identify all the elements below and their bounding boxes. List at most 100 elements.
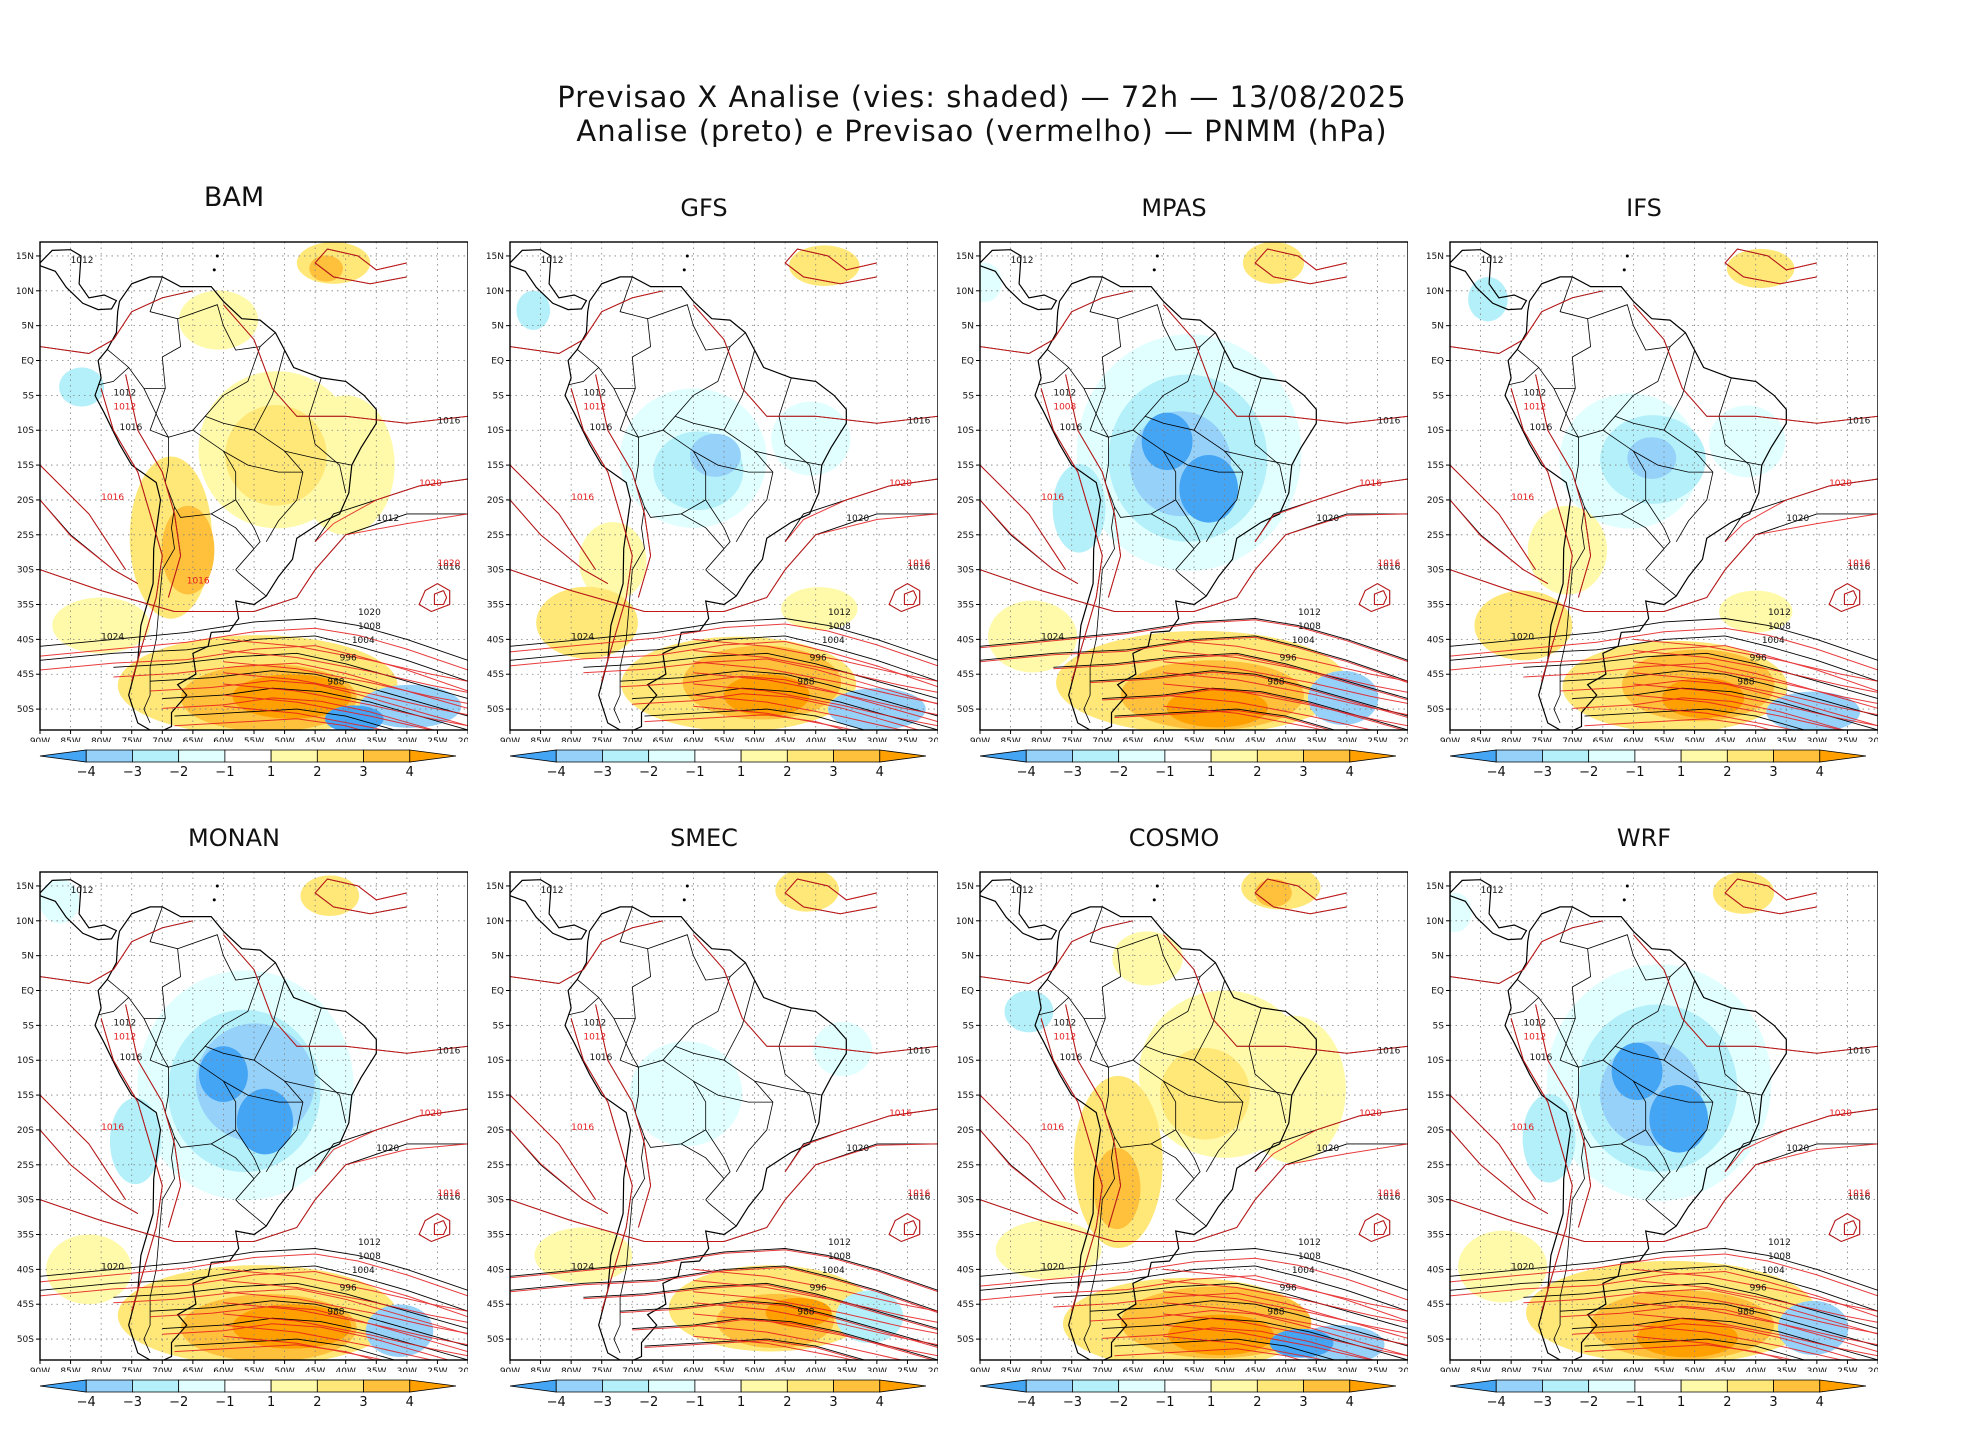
analysis-contour-label: 1012	[1523, 388, 1546, 398]
analysis-contour-label: 1024	[101, 632, 124, 642]
country-borders	[568, 906, 822, 1354]
lat-tick-label: 25S	[487, 531, 504, 541]
colorbar: −4 −3 −2 −1 1 2 3 4	[979, 749, 1397, 780]
colorbar-tick-label: −3	[1533, 1395, 1552, 1410]
lat-tick-label: 20S	[487, 1126, 504, 1136]
colorbar-segment	[1542, 1379, 1590, 1393]
lon-tick-label: 30W	[1807, 737, 1827, 742]
map-canvas: 1012101210161016102010121008100499698810…	[486, 871, 938, 1372]
coastline	[980, 879, 1317, 1360]
panel-title: MPAS	[1141, 194, 1207, 222]
lat-tick-label: 50S	[957, 705, 974, 715]
lon-tick-label: 40W	[806, 1367, 826, 1372]
colorbar: −4 −3 −2 −1 1 2 3 4	[509, 749, 927, 780]
colorbar-segment	[979, 749, 1027, 763]
lon-tick-label: 20W	[458, 1367, 468, 1372]
analysis-contour-label: 1004	[352, 636, 375, 646]
colorbar: −4 −3 −2 −1 1 2 3 4	[509, 1379, 927, 1410]
lat-tick-label: 5S	[1433, 1021, 1445, 1031]
map-panel-ifs: IFS 1012 1012 1016 1016 1020 1012 1008 1004 996 98…	[1410, 194, 1878, 816]
lon-tick-label: 75W	[122, 737, 142, 742]
colorbar-segment	[979, 1379, 1027, 1393]
analysis-contour-label: 1016	[119, 1053, 142, 1063]
lat-tick-label: 15N	[16, 252, 34, 262]
colorbar-segment	[1025, 1379, 1073, 1393]
lon-tick-label: 45W	[775, 737, 795, 742]
lon-tick-label: 50W	[274, 1367, 294, 1372]
map-canvas: 1012101210161016102010121008100499698810…	[1426, 871, 1878, 1372]
colorbar-segment	[270, 749, 318, 763]
analysis-contour-label: 1020	[376, 1144, 399, 1154]
colorbar-tick-label: 1	[1207, 1395, 1215, 1410]
colorbar-tick-label: 2	[1253, 1395, 1261, 1410]
colorbar-tick-label: 1	[1677, 1395, 1685, 1410]
lon-tick-label: 35W	[1306, 737, 1326, 742]
lon-tick-label: 80W	[1031, 737, 1051, 742]
lat-tick-label: 10N	[16, 917, 34, 927]
forecast-contour-label: 1020	[419, 479, 442, 489]
colorbar-tick-label: 3	[1299, 1395, 1307, 1410]
colorbar-segment	[85, 749, 133, 763]
colorbar-segment	[1680, 1379, 1728, 1393]
analysis-contour-label: 1016	[907, 1046, 930, 1056]
lon-tick-label: 35W	[366, 1367, 386, 1372]
coastline	[1450, 249, 1787, 730]
lat-tick-label: 35S	[1427, 601, 1444, 611]
analysis-contour-label: 1016	[589, 423, 612, 433]
map-panel-mpas: MPAS 1012 1012 1016 1016 1020 1012 1008 1004 996 9…	[940, 194, 1408, 816]
lon-tick-label: 55W	[1654, 1367, 1674, 1372]
lon-tick-label: 50W	[1214, 737, 1234, 742]
lat-tick-label: 30S	[487, 1196, 504, 1206]
lon-tick-label: 40W	[1746, 1367, 1766, 1372]
analysis-contour-label: 988	[1737, 678, 1754, 688]
colorbar-tick-label: 3	[1769, 765, 1777, 780]
analysis-contour-label: 996	[340, 653, 357, 663]
lat-tick-label: EQ	[1431, 987, 1444, 997]
analysis-contour-label: 1016	[907, 563, 930, 573]
colorbar-segment	[178, 749, 226, 763]
lat-tick-label: 45S	[1427, 670, 1444, 680]
colorbar-segment	[39, 749, 87, 763]
lon-tick-label: 35W	[836, 1367, 856, 1372]
bias-shade-region	[835, 1290, 904, 1343]
lon-tick-label: 50W	[274, 737, 294, 742]
analysis-contour-label: 1012	[541, 886, 564, 896]
lon-tick-label: 85W	[530, 1367, 550, 1372]
lon-tick-label: 45W	[305, 1367, 325, 1372]
lat-tick-label: 5S	[963, 1021, 975, 1031]
colorbar-segment	[409, 749, 457, 763]
analysis-contour-label: 1012	[376, 514, 399, 524]
analysis-contour-label: 1012	[828, 1238, 851, 1248]
lon-tick-label: 35W	[836, 737, 856, 742]
bias-shade-region	[1766, 691, 1861, 730]
country-borders	[1508, 906, 1762, 1354]
analysis-contour-label: 1008	[358, 1252, 381, 1262]
lat-tick-label: 45S	[17, 1300, 34, 1310]
map-canvas: 1012101210161016102010121008100499698810…	[16, 871, 468, 1372]
analysis-contour-label: 1016	[1847, 563, 1870, 573]
country-borders	[568, 276, 822, 724]
lat-tick-label: 20S	[957, 496, 974, 506]
lat-tick-label: 45S	[487, 1300, 504, 1310]
lat-tick-label: 40S	[17, 1265, 34, 1275]
lon-tick-label: 55W	[1654, 737, 1674, 742]
colorbar-tick-label: −3	[123, 1395, 142, 1410]
lat-tick-label: 45S	[1427, 1300, 1444, 1310]
analysis-contour-label: 1012	[71, 256, 94, 266]
panel-title: BAM	[203, 182, 265, 213]
lon-tick-label: 35W	[1776, 1367, 1796, 1372]
forecast-contour-label: 1016	[1377, 1189, 1400, 1199]
lat-tick-label: 30S	[957, 1196, 974, 1206]
colorbar-tick-label: −1	[685, 765, 704, 780]
bias-shade-region	[1709, 405, 1786, 478]
analysis-contour-label: 1004	[352, 1266, 375, 1276]
colorbar-tick-label: 1	[737, 765, 745, 780]
colorbar-tick-label: −4	[1017, 1395, 1036, 1410]
lon-tick-label: 90W	[970, 737, 990, 742]
colorbar-segment	[1025, 749, 1073, 763]
lat-tick-label: 35S	[17, 1231, 34, 1241]
colorbar-tick-label: 2	[783, 765, 791, 780]
analysis-contour-label: 1008	[1298, 1252, 1321, 1262]
map-panel-monan: MONAN 1012 1012 1016 1016 1020 1012 1008 1004 996…	[0, 824, 468, 1446]
colorbar-segment	[602, 749, 650, 763]
